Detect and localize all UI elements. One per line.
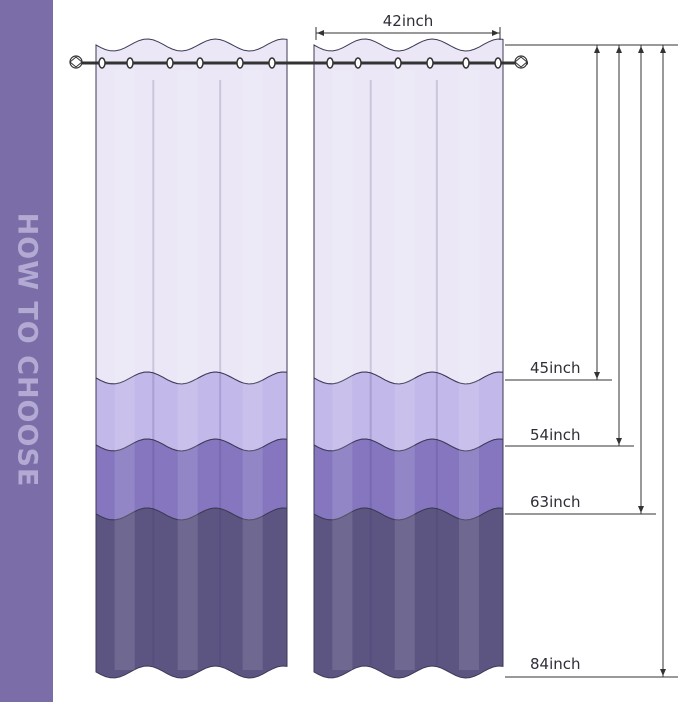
arrow-right-icon bbox=[492, 30, 499, 36]
fold-highlight bbox=[114, 70, 135, 670]
grommet bbox=[98, 57, 106, 69]
finial-detail bbox=[514, 56, 528, 68]
fold-highlight bbox=[332, 70, 353, 670]
grommet bbox=[268, 57, 276, 69]
curtain-band-4 bbox=[313, 507, 504, 679]
length-label-84: 84inch bbox=[530, 655, 581, 673]
arrow-left-icon bbox=[317, 30, 324, 36]
arrow-up-icon bbox=[594, 46, 600, 53]
length-label-63: 63inch bbox=[530, 493, 581, 511]
arrow-down-icon bbox=[616, 438, 622, 445]
arrow-up-icon bbox=[638, 46, 644, 53]
arrow-up-icon bbox=[660, 46, 666, 53]
curtain-band-4 bbox=[95, 507, 288, 679]
arrow-up-icon bbox=[616, 46, 622, 53]
curtain-panel-2 bbox=[313, 38, 504, 679]
arrow-down-icon bbox=[594, 372, 600, 379]
finial-icon bbox=[69, 55, 83, 69]
fold-highlight bbox=[458, 70, 479, 670]
curtain-panel-1 bbox=[95, 38, 288, 679]
grommet bbox=[462, 57, 470, 69]
grommet bbox=[494, 57, 502, 69]
grommet bbox=[166, 57, 174, 69]
fold-highlight bbox=[242, 70, 263, 670]
finial-icon bbox=[514, 55, 528, 69]
fold-highlight bbox=[177, 70, 198, 670]
grommet bbox=[394, 57, 402, 69]
sidebar-banner: HOW TO CHOOSE bbox=[0, 0, 53, 702]
arrow-down-icon bbox=[660, 669, 666, 676]
grommet bbox=[326, 57, 334, 69]
curtain-rod bbox=[69, 55, 528, 69]
arrow-down-icon bbox=[638, 506, 644, 513]
length-label-54: 54inch bbox=[530, 426, 581, 444]
dimension-lines bbox=[315, 27, 678, 678]
fold-highlight bbox=[394, 70, 415, 670]
grommet bbox=[126, 57, 134, 69]
width-label: 42inch bbox=[383, 12, 434, 30]
grommet bbox=[196, 57, 204, 69]
grommet bbox=[426, 57, 434, 69]
grommet bbox=[236, 57, 244, 69]
grommet bbox=[354, 57, 362, 69]
length-label-45: 45inch bbox=[530, 359, 581, 377]
finial-detail bbox=[69, 56, 83, 68]
